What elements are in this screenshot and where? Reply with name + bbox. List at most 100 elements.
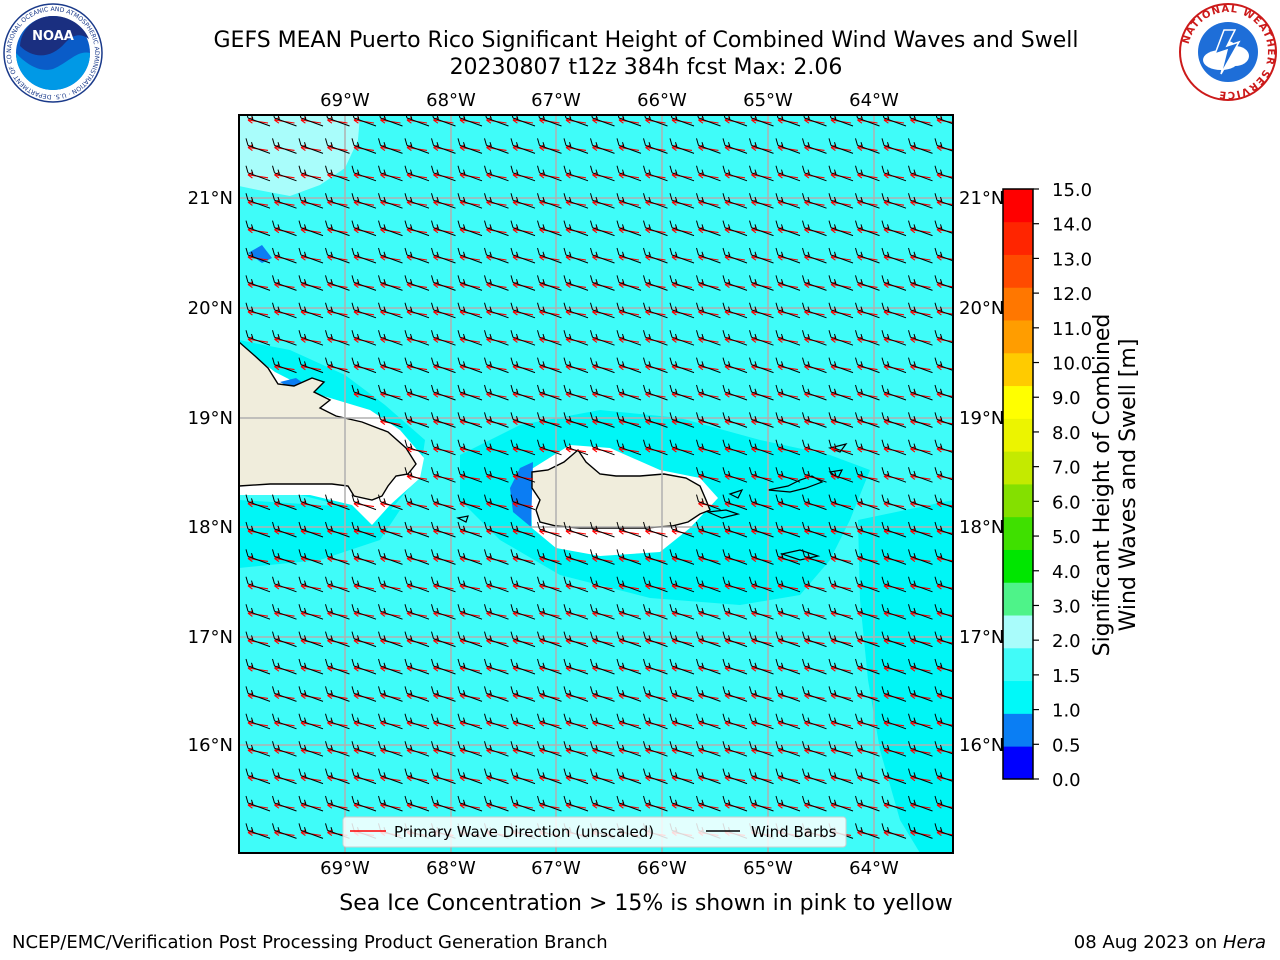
wind-barb [908, 439, 933, 456]
wind-barb [351, 247, 377, 264]
wind-barb [722, 193, 748, 209]
wind-barb [908, 193, 933, 209]
wind-barb [934, 193, 953, 207]
wind-barb [351, 576, 377, 593]
wind-barb [643, 576, 668, 593]
wind-barb [802, 658, 827, 675]
wind-barb [351, 165, 377, 182]
wind-barb [457, 220, 483, 237]
wind-barb [510, 357, 536, 374]
wind-barb [643, 138, 668, 154]
wind-barb [457, 165, 483, 182]
wind-barb [298, 330, 324, 346]
wind-barb [431, 713, 456, 730]
wind-barb [431, 631, 456, 648]
wind-barb [669, 330, 695, 346]
wind-barb [404, 713, 430, 730]
wind-barb [378, 576, 403, 593]
wind-barb [351, 549, 377, 565]
wind-barb [325, 330, 350, 346]
wind-barb [802, 521, 827, 538]
wind-barb [643, 439, 668, 456]
wind-barb [378, 384, 403, 401]
colorbar-segment [1003, 418, 1033, 452]
wind-barb [696, 357, 721, 374]
wind-barb [563, 330, 589, 346]
wind-barb [749, 330, 774, 346]
wind-barb [351, 275, 377, 291]
wind-barb [351, 768, 377, 785]
wind-barb [616, 741, 642, 757]
colorbar-tick-label: 0.5 [1052, 735, 1081, 756]
colorbar-segment [1003, 680, 1033, 714]
wind-barb [855, 521, 880, 538]
wind-barb [934, 823, 953, 837]
wind-barb [537, 631, 562, 648]
wind-barb [775, 658, 801, 675]
wind-barb [828, 713, 854, 730]
land-northeast-isle [828, 443, 848, 453]
wind-barb [828, 795, 854, 812]
wind-barb [245, 713, 271, 730]
wind-barb [934, 494, 953, 508]
wind-barb [775, 247, 801, 264]
wind-barb [245, 247, 271, 264]
wind-barb [722, 549, 748, 565]
wind-barb [484, 220, 509, 237]
wind-barb [643, 412, 668, 428]
wind-barb [669, 165, 695, 182]
wind-barb [696, 412, 721, 428]
wind-barb [696, 302, 721, 319]
wind-barb [696, 384, 721, 401]
colorbar-segment [1003, 484, 1033, 518]
wind-barb [722, 302, 748, 319]
wind-barb [908, 138, 933, 154]
wind-barb [378, 247, 403, 264]
wind-barb [881, 302, 907, 319]
wind-barb [510, 467, 536, 483]
wind-barb [537, 576, 562, 593]
wind-barb [272, 494, 297, 511]
wind-barb [245, 302, 271, 319]
wind-barb [616, 357, 642, 374]
wind-barb [775, 275, 801, 291]
wind-barb [298, 138, 324, 154]
wind-barb [325, 658, 350, 675]
wind-barb [351, 220, 377, 237]
wind-barb [272, 604, 297, 620]
noaa-logo-text: NOAA [32, 29, 74, 44]
wind-barb [484, 193, 509, 209]
colorbar-tick-label: 2.0 [1052, 631, 1081, 652]
wind-barb [351, 631, 377, 648]
wind-barb [351, 741, 377, 757]
wind-barb [775, 138, 801, 154]
wind-barb [908, 467, 933, 483]
wind-barb [828, 138, 854, 154]
chart-subtitle-forecast: 20230807 t12z 384h fcst Max: 2.06 [449, 55, 843, 80]
wind-barb [378, 631, 403, 648]
wind-barb [484, 795, 509, 812]
wind-barb [616, 275, 642, 291]
wind-barb [484, 138, 509, 154]
wind-barb [563, 658, 589, 675]
colorbar-tick-label: 0.0 [1052, 770, 1081, 791]
wind-barb [457, 247, 483, 264]
wind-barb [245, 275, 271, 291]
wind-barb [298, 165, 324, 182]
colorbar-segment [1003, 746, 1033, 780]
wind-barb [404, 275, 430, 291]
wind-barb [749, 795, 774, 812]
wind-barb [537, 384, 562, 401]
wind-barb [828, 193, 854, 209]
wind-barb [298, 795, 324, 812]
wind-barb [616, 521, 642, 538]
low-wave-patch-north [248, 245, 272, 263]
wind-barb [908, 631, 933, 648]
wind-barb [510, 275, 536, 291]
wind-barb [563, 768, 589, 785]
wind-barb [484, 604, 509, 620]
wind-barb [378, 795, 403, 812]
lat-label-left: 16°N [188, 735, 233, 756]
wind-barb [802, 220, 827, 237]
wind-barb [272, 275, 297, 291]
